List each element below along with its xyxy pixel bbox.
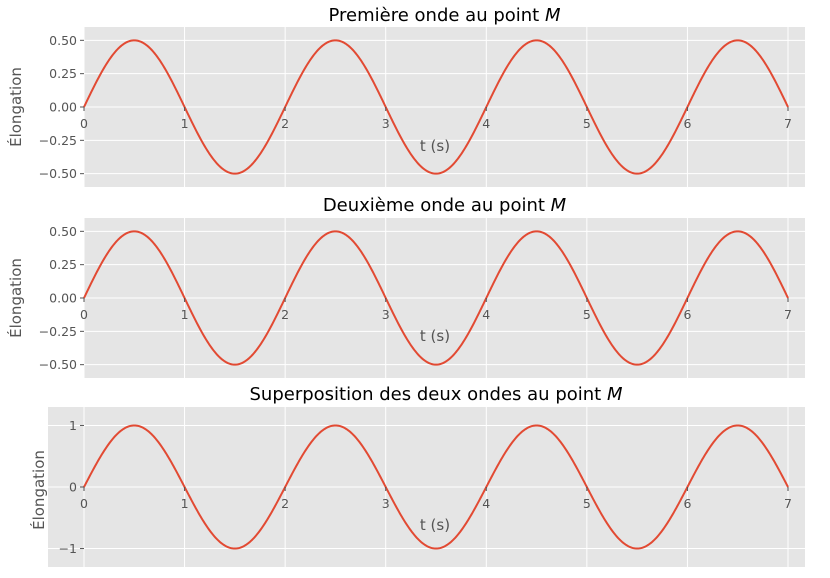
x-tick-label: 5 (583, 116, 591, 131)
gridlines-1 (83, 27, 805, 187)
y-tick-label: 0.00 (49, 291, 77, 306)
x-tick-label: 5 (583, 307, 591, 322)
x-tick-label: 3 (382, 307, 390, 322)
x-tick-label: 6 (683, 307, 691, 322)
x-tick-label: 2 (281, 496, 289, 511)
panel-1: 0 1 2 3 4 5 6 7 −0.50 −0.25 0.00 0.25 0.50 Première… (6, 5, 805, 187)
x-tick-label: 3 (382, 116, 390, 131)
y-ticks-2: −0.50 −0.25 0.00 0.25 0.50 (39, 224, 84, 372)
y-tick-label: −0.25 (39, 324, 77, 339)
y-tick-label: 0 (69, 480, 77, 495)
panel-3-ylabel: Élongation (29, 450, 48, 530)
wave-2-line (83, 230, 789, 366)
x-tick-label: 6 (683, 496, 691, 511)
x-tick-label: 1 (181, 496, 189, 511)
y-tick-label: −1 (59, 541, 77, 556)
y-ticks-3: −1 0 1 (59, 418, 84, 556)
x-tick-label: 4 (482, 116, 490, 131)
x-tick-label: 4 (482, 496, 490, 511)
x-ticks-1: 0 1 2 3 4 5 6 7 (80, 107, 792, 131)
x-ticks-2: 0 1 2 3 4 5 6 7 (80, 298, 792, 322)
y-tick-label: 0.25 (49, 66, 77, 81)
panel-3-xlabel: t (s) (420, 516, 450, 534)
x-tick-label: 0 (80, 307, 88, 322)
panel-2-title-var: M (551, 195, 567, 216)
y-tick-label: 0.50 (49, 224, 77, 239)
gridlines-3 (48, 407, 805, 567)
x-tick-label: 1 (181, 116, 189, 131)
y-ticks-1: −0.50 −0.25 0.00 0.25 0.50 (39, 33, 84, 181)
panel-1-xlabel: t (s) (420, 137, 450, 155)
panel-1-title-text: Première onde au point (329, 5, 545, 26)
panel-3-title-var: M (607, 384, 623, 405)
y-tick-label: −0.25 (39, 133, 77, 148)
y-tick-label: 0.00 (49, 100, 77, 115)
x-tick-label: 5 (583, 496, 591, 511)
x-tick-label: 3 (382, 496, 390, 511)
x-tick-label: 7 (784, 116, 792, 131)
panel-1-title: Première onde au point M (329, 5, 561, 26)
superposition-line (83, 424, 789, 550)
y-tick-label: −0.50 (39, 166, 77, 181)
x-tick-label: 7 (784, 496, 792, 511)
panel-2-title: Deuxième onde au point M (323, 195, 567, 216)
x-tick-label: 0 (80, 116, 88, 131)
x-tick-label: 0 (80, 496, 88, 511)
panel-2-title-text: Deuxième onde au point (323, 195, 551, 216)
gridlines-2 (83, 218, 805, 378)
x-tick-label: 2 (281, 307, 289, 322)
x-tick-label: 7 (784, 307, 792, 322)
x-tick-label: 1 (181, 307, 189, 322)
x-ticks-3: 0 1 2 3 4 5 6 7 (80, 487, 792, 511)
x-tick-label: 2 (281, 116, 289, 131)
wave-1-line (83, 39, 789, 175)
panel-2: 0 1 2 3 4 5 6 7 −0.50 −0.25 0.00 0.25 0.50 Deuxième… (6, 195, 805, 378)
y-tick-label: −0.50 (39, 357, 77, 372)
panel-3-title-text: Superposition des deux ondes au point (250, 384, 607, 405)
panel-1-title-var: M (545, 5, 561, 26)
y-tick-label: 0.50 (49, 33, 77, 48)
panel-3-title: Superposition des deux ondes au point M (250, 384, 623, 405)
x-tick-label: 4 (482, 307, 490, 322)
panel-2-ylabel: Élongation (6, 258, 25, 338)
y-tick-label: 0.25 (49, 257, 77, 272)
panel-1-ylabel: Élongation (6, 67, 25, 147)
panel-2-xlabel: t (s) (420, 327, 450, 345)
x-tick-label: 6 (683, 116, 691, 131)
y-tick-label: 1 (69, 418, 77, 433)
panel-3: 0 1 2 3 4 5 6 7 −1 0 1 Superposition des deux ond… (29, 384, 805, 567)
